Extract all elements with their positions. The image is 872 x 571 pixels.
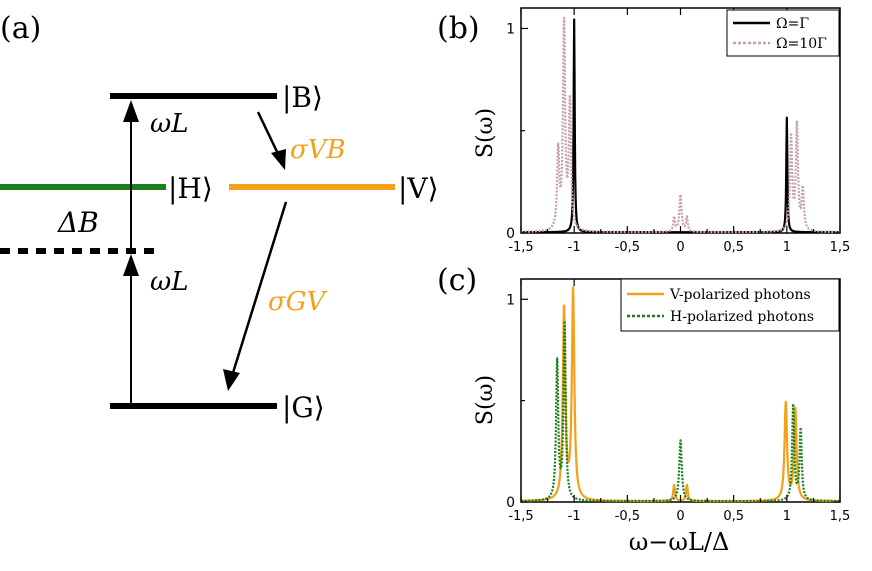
x-tick-label: -0,5 [615, 240, 640, 255]
spectrum-panel-c: (c) S(ω) -1,5 -1 -0,5 0 0,5 1 1,5 0 1 V-polarize… [437, 263, 850, 556]
x-tick-label: 0,5 [723, 240, 744, 255]
emission-arrow-VB-head [271, 149, 286, 170]
pump-arrow-upper-head [123, 100, 139, 122]
omega-upper-label: ωL [150, 109, 188, 139]
spectrum-panel-b: (b) S(ω) -1,5 -1 -0,5 0 0,5 1 1,5 0 1 Ω=Γ Ω=10Γ [437, 7, 851, 255]
emission-arrow-VB [256, 111, 282, 159]
x-tick-label: 1,5 [830, 240, 851, 255]
legend-b-box [726, 9, 840, 57]
x-tick-label: -1,5 [508, 509, 533, 524]
legend-c-label-1: H-polarized photons [670, 309, 814, 325]
x-tick-label: -1,5 [508, 240, 533, 255]
sigma-GV-label: σGV [268, 287, 328, 317]
series-line-1 [520, 319, 841, 503]
legend-c-box [620, 278, 840, 332]
y-tick-label: 0 [506, 495, 515, 511]
y-tick-label: 1 [506, 292, 515, 308]
level-V-label: |V⟩ [398, 172, 439, 205]
y-tick-label: 1 [506, 21, 515, 37]
legend-c: V-polarized photons H-polarized photons [620, 278, 840, 332]
legend-b: Ω=Γ Ω=10Γ [726, 9, 840, 57]
panel-label-c: (c) [437, 263, 477, 298]
level-B-label: |B⟩ [282, 81, 323, 114]
ylabel-b: S(ω) [473, 108, 498, 158]
level-diagram: (a) |B⟩ |H⟩ |V⟩ ΔB |G⟩ ωL ωL σVB σGV [0, 11, 439, 424]
x-tick-label: 0 [676, 509, 684, 524]
pump-arrow-lower-head [123, 254, 139, 276]
x-tick-label: -1 [568, 509, 581, 524]
x-tick-label: 1,5 [830, 509, 851, 524]
plot-area-b: -1,5 -1 -0,5 0 0,5 1 1,5 0 1 [506, 7, 851, 255]
series-line-1 [520, 16, 841, 234]
legend-c-label-0: V-polarized photons [669, 287, 811, 303]
level-G-label: |G⟩ [282, 391, 325, 424]
xlabel-c: ω−ωL/Δ [629, 528, 730, 556]
level-H-label: |H⟩ [168, 172, 213, 205]
x-tick-label: -1 [568, 240, 581, 255]
y-tick-label: 0 [506, 226, 515, 242]
x-tick-label: 1 [783, 240, 791, 255]
x-tick-label: 0 [676, 240, 684, 255]
panel-label-b: (b) [437, 11, 480, 46]
x-tick-label: -0,5 [615, 509, 640, 524]
panel-label-a: (a) [0, 11, 41, 46]
x-tick-label: 1 [783, 509, 791, 524]
sigma-VB-label: σVB [290, 135, 346, 165]
emission-arrow-GV-head [223, 369, 240, 391]
x-tick-label: 0,5 [723, 509, 744, 524]
legend-b-label-1: Ω=10Γ [776, 36, 827, 52]
ylabel-c: S(ω) [473, 375, 498, 425]
legend-b-label-0: Ω=Γ [776, 16, 809, 32]
emission-arrow-GV [230, 201, 288, 377]
delta-label: ΔB [57, 206, 99, 239]
omega-lower-label: ωL [150, 267, 188, 297]
